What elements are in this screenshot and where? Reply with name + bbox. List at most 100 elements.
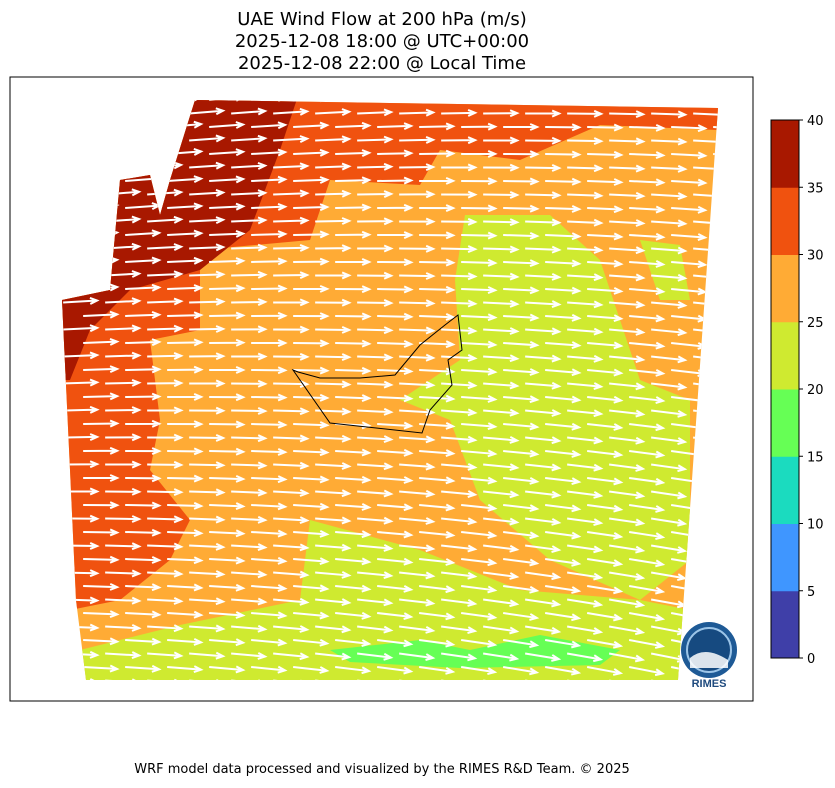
wind-arrow (525, 490, 562, 499)
wind-arrow (167, 420, 204, 429)
wind-arrow (167, 474, 204, 483)
wind-arrow (419, 122, 456, 131)
wind-arrow (461, 258, 498, 267)
wind-arrow (587, 205, 624, 214)
wind-arrow (461, 395, 498, 403)
wind-arrow (566, 571, 604, 581)
wind-arrow (628, 639, 666, 649)
wind-arrow (147, 460, 184, 469)
colorbar-tick-label: 0 (807, 652, 815, 667)
wind-arrow (335, 285, 372, 294)
wind-arrow (503, 123, 540, 131)
wind-arrow (357, 625, 394, 634)
wind-arrow (608, 544, 646, 554)
wind-arrow (525, 409, 562, 417)
wind-arrow (273, 189, 310, 198)
wind-arrow (315, 189, 352, 198)
band-20-25-northeast (640, 240, 690, 300)
wind-arrow (315, 570, 352, 579)
wind-arrow (147, 542, 184, 551)
wind-arrow (461, 313, 498, 322)
wind-arrow (460, 666, 498, 676)
wind-arrow (251, 339, 288, 347)
wind-arrow (231, 488, 268, 497)
wind-arrow (209, 284, 246, 293)
wind-arrow (483, 598, 520, 608)
wind-arrow (357, 162, 394, 171)
wind-arrow (273, 216, 310, 225)
wind-arrow (586, 558, 624, 567)
wind-arrow (651, 164, 688, 173)
wind-arrow (629, 260, 666, 268)
colorbar-bin-25-30 (771, 254, 799, 323)
wind-arrow (628, 666, 666, 677)
wind-arrow (377, 258, 414, 267)
wind-arrow (609, 409, 646, 418)
wind-arrow (419, 340, 456, 349)
wind-arrow (209, 583, 246, 592)
wind-arrow (441, 109, 478, 117)
wind-arrow (525, 191, 562, 200)
wind-arrow (419, 231, 456, 240)
wind-arrow (441, 490, 478, 498)
wind-arrow (419, 666, 456, 675)
wind-arrow (251, 284, 288, 293)
wind-arrow (503, 259, 540, 268)
wind-arrow (377, 176, 414, 185)
wind-arrow (567, 463, 604, 472)
wind-arrow (167, 311, 204, 320)
wind-arrow (231, 243, 268, 252)
wind-arrow (461, 503, 498, 512)
wind-arrow (609, 463, 646, 472)
wind-arrow (609, 436, 646, 445)
wind-arrow (251, 257, 288, 266)
wind-arrow (545, 232, 582, 241)
wind-arrow (209, 202, 246, 211)
wind-arrow (587, 531, 624, 540)
wind-arrow (609, 110, 646, 119)
wind-arrow (441, 571, 478, 580)
logo-text: RIMES (692, 678, 727, 690)
wind-arrow (650, 571, 688, 582)
wind-arrow (83, 501, 120, 510)
wind-arrow (125, 229, 162, 238)
wind-speed-field (62, 100, 718, 680)
wind-arrow (357, 544, 394, 552)
wind-arrow (567, 436, 604, 445)
wind-arrow (483, 136, 520, 145)
wind-arrow (483, 381, 520, 390)
wind-arrow (671, 178, 708, 187)
wind-arrow (628, 585, 666, 595)
wind-arrow (419, 503, 456, 512)
wind-arrow (147, 569, 184, 578)
wind-arrow (399, 108, 436, 117)
wind-arrow (147, 597, 184, 605)
wind-arrow (315, 516, 352, 525)
wind-arrow (63, 405, 100, 414)
wind-arrow (189, 542, 226, 551)
wind-arrow (587, 504, 624, 513)
wind-arrow (545, 286, 582, 295)
wind-arrow (483, 245, 520, 254)
wind-arrow (83, 582, 120, 591)
wind-arrow (125, 338, 162, 347)
wind-arrow (125, 637, 162, 646)
wind-arrow (419, 612, 456, 621)
colorbar-tick-label: 25 (807, 316, 824, 331)
wind-arrow (399, 244, 436, 253)
wind-arrow (525, 109, 562, 118)
wind-arrow (608, 598, 646, 608)
wind-arrow (293, 393, 330, 402)
wind-arrow (209, 393, 246, 402)
wind-arrow (628, 612, 666, 622)
wind-arrow (293, 339, 330, 348)
wind-arrow (105, 460, 142, 469)
wind-arrow (399, 544, 436, 553)
wind-arrow (315, 217, 352, 225)
wind-arrow (105, 569, 142, 578)
wind-arrow (189, 134, 226, 143)
wind-arrow (609, 517, 646, 527)
wind-arrow (524, 625, 562, 635)
wind-arrow (609, 246, 646, 255)
wind-arrow (419, 476, 456, 485)
